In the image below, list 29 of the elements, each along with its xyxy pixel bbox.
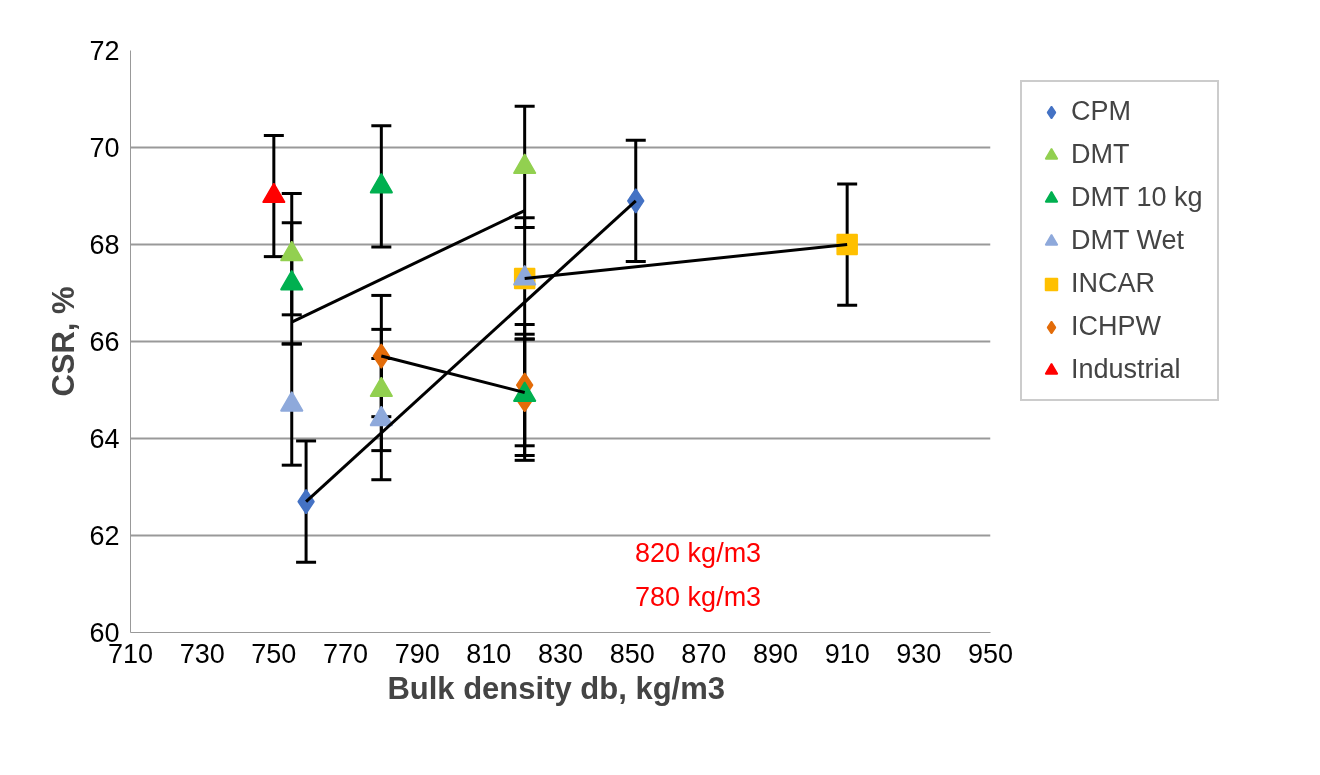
- legend-label: Industrial: [1071, 354, 1181, 385]
- y-tick-label: 70: [89, 133, 120, 163]
- x-tick-label: 890: [752, 638, 799, 669]
- y-tick-label: 66: [89, 327, 120, 357]
- x-tick-label: 830: [537, 638, 584, 669]
- annotation: 780 kg/m3: [635, 582, 762, 613]
- y-tick-label: 68: [89, 230, 120, 260]
- x-axis-title: Bulk density db, kg/m3: [387, 670, 726, 706]
- y-axis-title: CSR, %: [46, 286, 82, 397]
- x-tick-label: 930: [896, 638, 942, 669]
- legend-label: DMT: [1071, 139, 1130, 170]
- legend-label: DMT Wet: [1071, 225, 1185, 256]
- x-tick-label: 870: [681, 638, 727, 669]
- y-tick-label: 62: [89, 521, 120, 551]
- y-tick-label: 64: [89, 424, 120, 454]
- legend-label: ICHPW: [1071, 311, 1161, 342]
- x-tick-label: 950: [967, 638, 1014, 669]
- legend-label: CPM: [1071, 96, 1131, 127]
- x-tick-label: 910: [824, 638, 870, 669]
- annotation: 820 kg/m3: [635, 538, 762, 569]
- legend-label: DMT 10 kg: [1071, 182, 1203, 213]
- legend-label: INCAR: [1071, 268, 1156, 299]
- y-tick-label: 72: [89, 36, 120, 66]
- x-tick-label: 790: [394, 638, 440, 669]
- x-tick-label: 730: [179, 638, 225, 669]
- x-tick-label: 750: [251, 638, 297, 669]
- x-tick-label: 810: [466, 638, 512, 669]
- x-tick-label: 850: [609, 638, 655, 669]
- x-tick-label: 770: [322, 638, 369, 669]
